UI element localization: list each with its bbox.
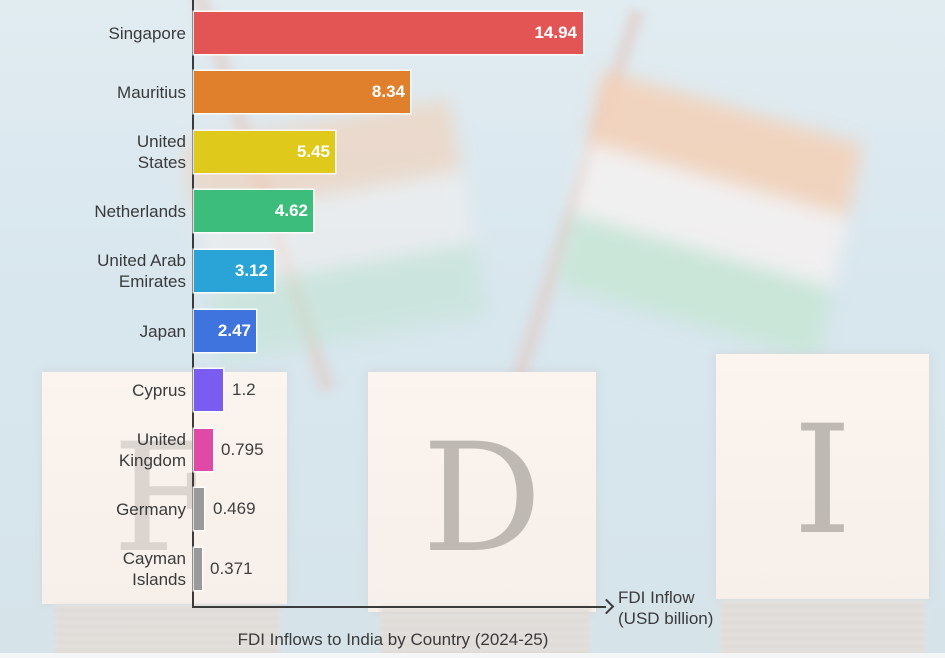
category-label: Japan xyxy=(139,321,186,341)
category-label: Cayman Islands xyxy=(122,549,186,589)
category-label: United Kingdom xyxy=(118,430,186,470)
wooden-block-d: D xyxy=(368,372,596,612)
bar-row-united-states: United States 5.45 xyxy=(0,131,945,173)
bar-singapore xyxy=(194,12,583,54)
block-letter-i: I xyxy=(792,394,853,568)
coin-stack-right xyxy=(720,600,925,658)
coin-stack-left xyxy=(55,604,280,658)
wooden-block-i: I xyxy=(716,354,929,599)
value-label: 2.47 xyxy=(217,321,251,340)
value-label: 3.12 xyxy=(234,261,268,280)
category-label: Singapore xyxy=(108,23,186,43)
chart-title: FDI Inflows to India by Country (2024-25… xyxy=(237,630,549,649)
x-axis-arrow-icon xyxy=(598,598,615,615)
category-label: United States xyxy=(136,132,186,172)
y-axis-line xyxy=(192,0,194,608)
category-label: Germany xyxy=(116,499,186,519)
value-label: 8.34 xyxy=(371,82,405,101)
bar-cyprus xyxy=(194,369,223,411)
bar-row-germany: Germany 0.469 xyxy=(0,488,945,530)
bar-mauritius xyxy=(194,71,410,113)
block-letter-d: D xyxy=(421,412,543,586)
value-label: 5.45 xyxy=(296,142,330,161)
bar-japan xyxy=(194,310,256,352)
x-axis-label-line1: FDI Inflow xyxy=(618,588,695,607)
bar-united-states xyxy=(194,131,335,173)
bar-row-cyprus: Cyprus 1.2 xyxy=(0,369,945,411)
x-axis-label: FDI Inflow (USD billion) xyxy=(618,587,713,629)
value-label: 4.62 xyxy=(274,201,308,220)
bar-row-united-arab-emirates: United Arab Emirates 3.12 xyxy=(0,250,945,292)
value-label: 0.469 xyxy=(213,499,256,518)
bar-row-mauritius: Mauritius 8.34 xyxy=(0,71,945,113)
category-label: Cyprus xyxy=(132,380,186,400)
bar-united-arab-emirates xyxy=(194,250,274,292)
value-label: 1.2 xyxy=(232,380,256,399)
bar-row-japan: Japan 2.47 xyxy=(0,310,945,352)
value-label: 14.94 xyxy=(534,23,577,42)
bar-row-cayman-islands: Cayman Islands 0.371 xyxy=(0,548,945,590)
category-label: Mauritius xyxy=(117,82,186,102)
x-axis-label-line2: (USD billion) xyxy=(618,609,714,628)
category-label: Netherlands xyxy=(94,201,186,221)
bar-united-kingdom xyxy=(194,429,213,471)
bar-row-united-kingdom: United Kingdom 0.795 xyxy=(0,429,945,471)
value-label: 0.371 xyxy=(210,559,253,578)
bar-row-netherlands: Netherlands 4.62 xyxy=(0,190,945,232)
bar-germany xyxy=(194,488,204,530)
value-label: 0.795 xyxy=(221,440,264,459)
bottom-border xyxy=(0,653,945,658)
bar-row-singapore: Singapore 14.94 xyxy=(0,12,945,54)
category-label: United Arab Emirates xyxy=(97,251,186,291)
x-axis-line xyxy=(192,606,606,608)
bar-netherlands xyxy=(194,190,313,232)
coin-stack-middle xyxy=(380,606,590,658)
bar-cayman-islands xyxy=(194,548,202,590)
